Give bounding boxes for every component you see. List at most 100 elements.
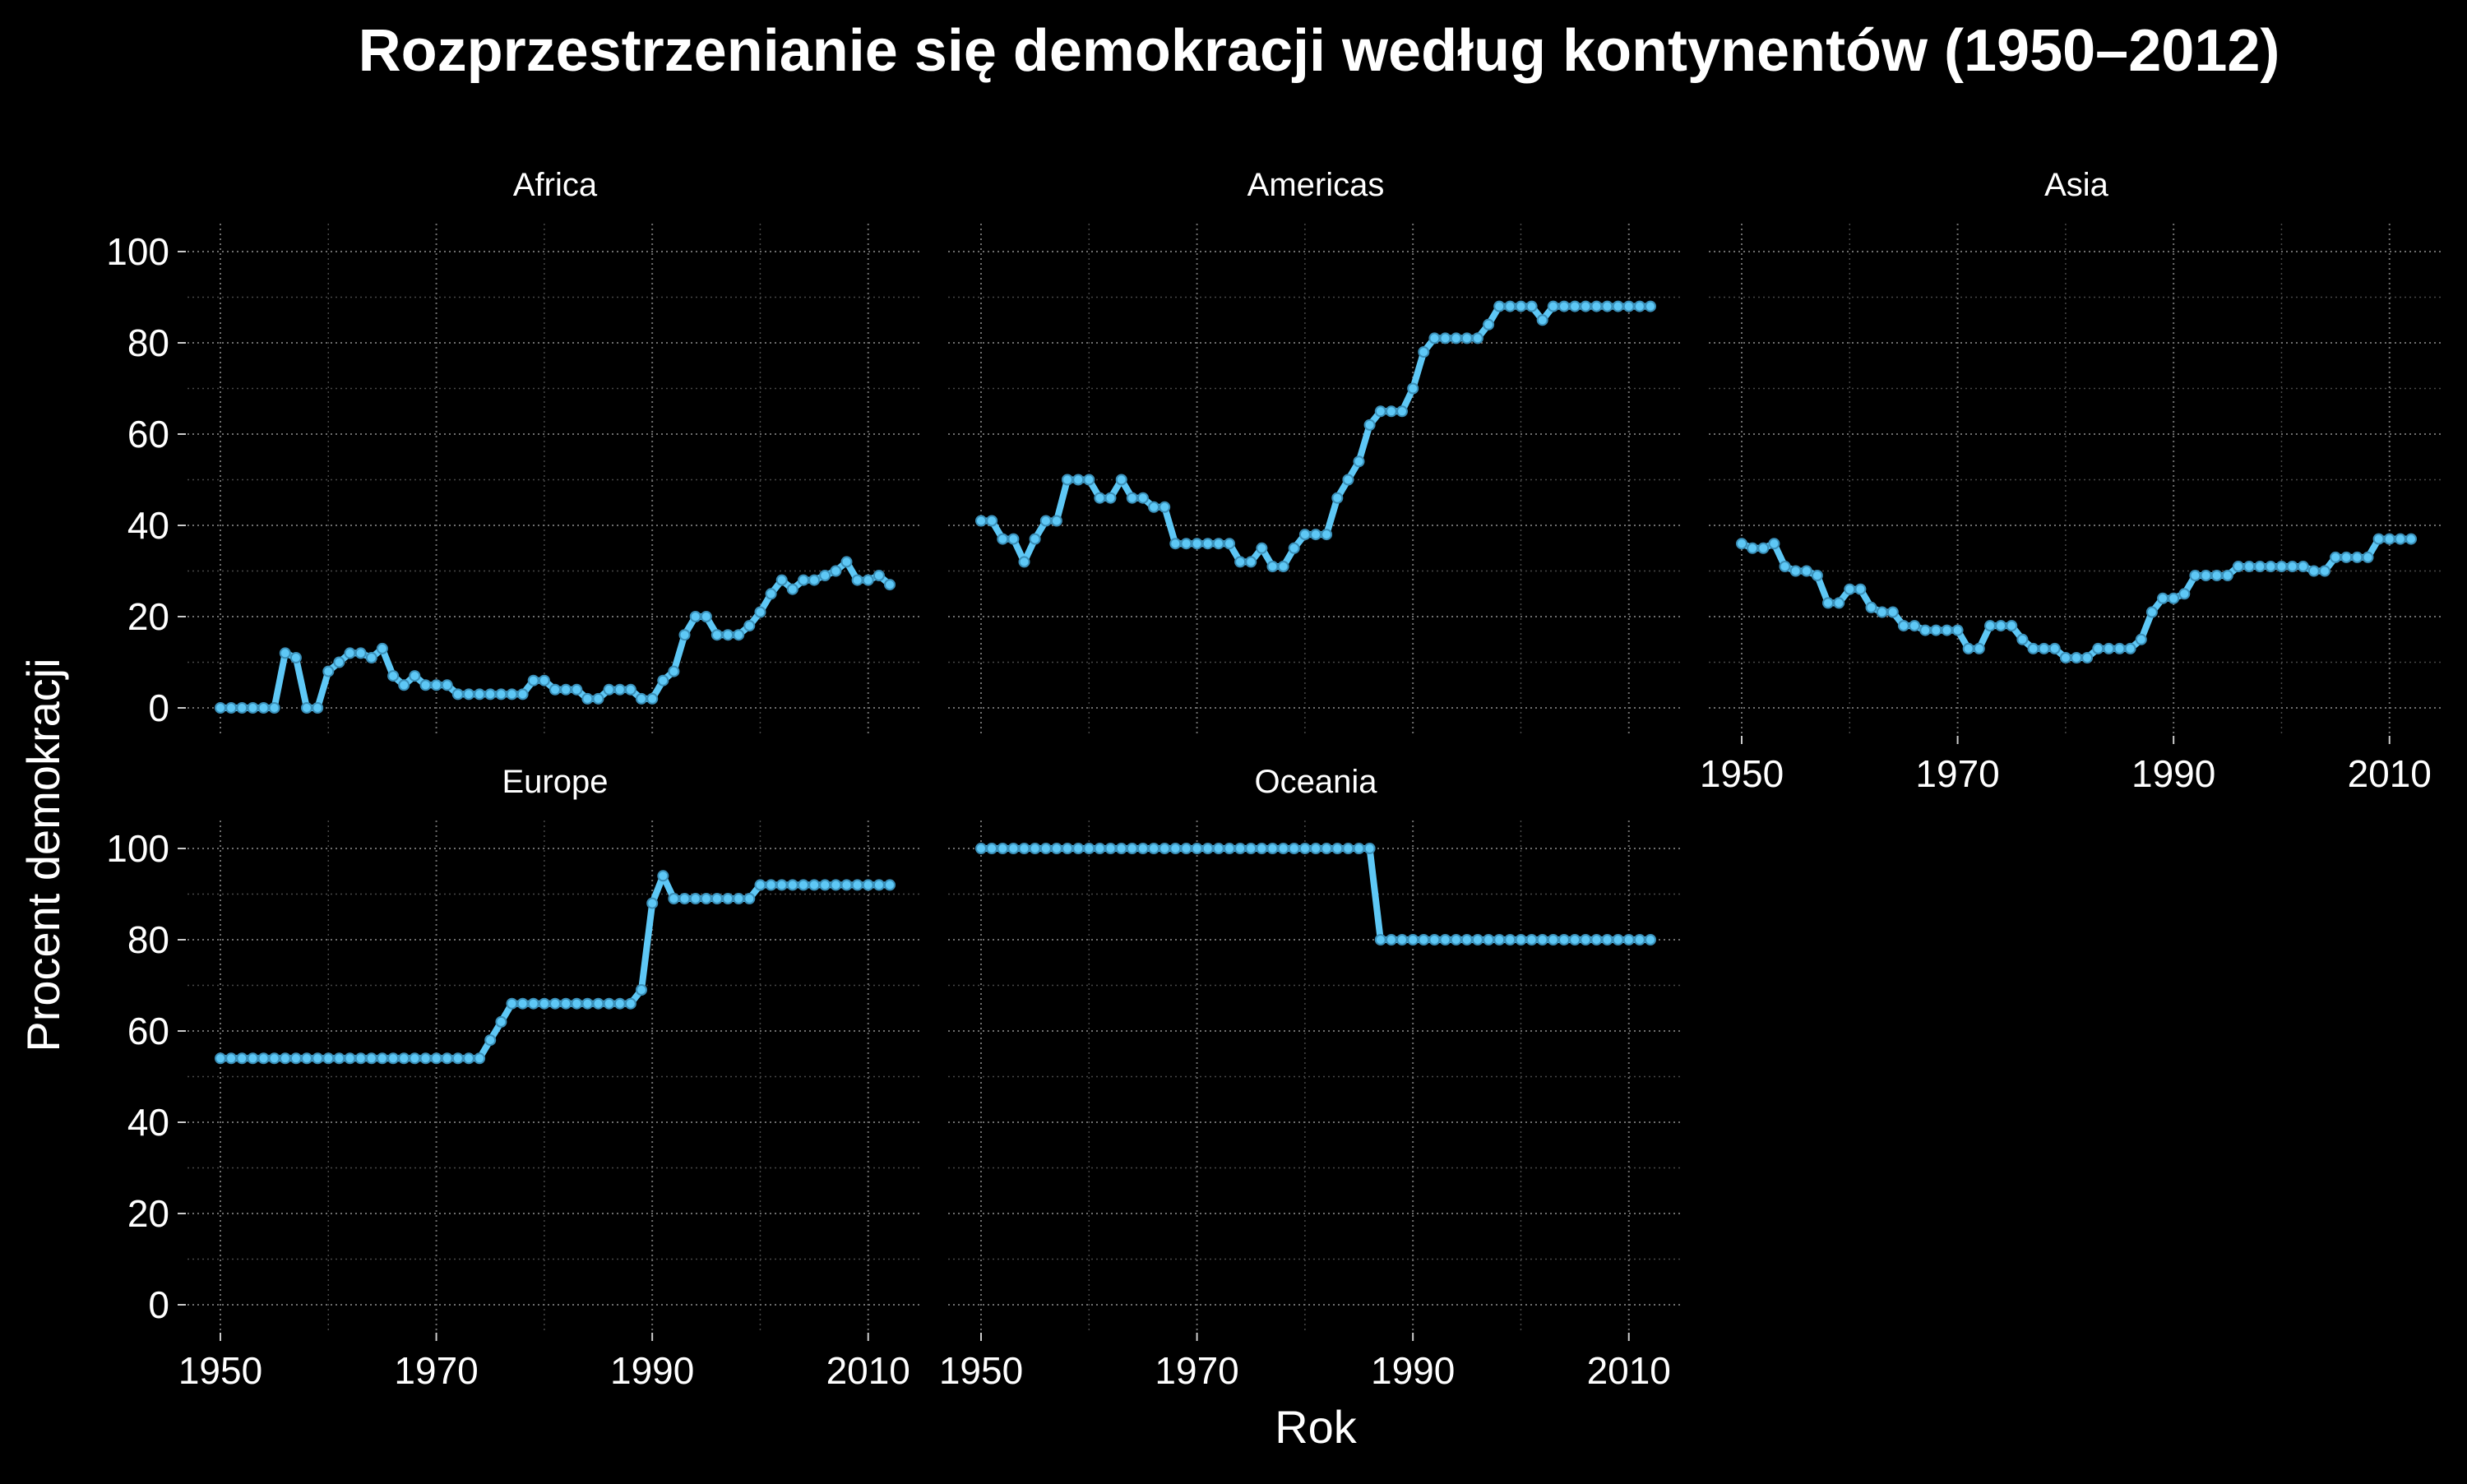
data-point — [344, 647, 356, 659]
x-tick-label: 1970 — [394, 1349, 478, 1392]
data-point — [365, 652, 377, 663]
data-point — [506, 688, 518, 700]
data-point — [1876, 606, 1888, 618]
data-point — [1374, 405, 1386, 418]
data-point — [786, 583, 798, 595]
data-point — [1919, 624, 1932, 636]
data-point — [2027, 642, 2039, 654]
data-point — [1321, 843, 1333, 854]
data-point — [2362, 551, 2374, 563]
data-point — [1951, 624, 1964, 636]
x-tick-label: 1950 — [1700, 752, 1784, 795]
data-point — [516, 997, 529, 1010]
data-point — [743, 893, 756, 904]
data-point — [1115, 474, 1127, 486]
data-point — [2372, 533, 2385, 545]
x-tick-label: 1990 — [610, 1349, 694, 1392]
data-point — [2048, 642, 2061, 654]
facet-label: Americas — [1247, 167, 1385, 203]
data-point — [1471, 332, 1483, 344]
data-point — [1622, 300, 1635, 312]
data-point — [1083, 474, 1095, 486]
data-point — [657, 674, 669, 687]
data-point — [808, 879, 821, 891]
data-point — [474, 1052, 486, 1065]
data-point — [527, 674, 539, 687]
data-point — [344, 1052, 356, 1065]
data-point — [387, 670, 400, 682]
data-point — [1612, 934, 1624, 945]
data-point — [354, 1052, 367, 1065]
data-point — [1747, 542, 1759, 554]
data-point — [830, 879, 842, 891]
x-tick-label: 1970 — [1155, 1349, 1238, 1392]
data-point — [1736, 538, 1747, 550]
facet-label: Africa — [513, 167, 598, 203]
y-axis-label: Procent demokracji — [17, 658, 69, 1052]
data-point — [1800, 565, 1812, 577]
data-point — [1471, 934, 1483, 945]
data-point — [1483, 934, 1495, 945]
data-point — [398, 1052, 410, 1065]
data-point — [678, 893, 691, 904]
data-point — [710, 893, 723, 904]
data-point — [997, 533, 1009, 545]
facet-label: Oceania — [1255, 764, 1378, 800]
data-point — [2157, 592, 2168, 604]
data-point — [2383, 533, 2395, 545]
panel-asia: Asia 1950 1970 1990 2010 — [1700, 167, 2444, 795]
data-point — [1493, 300, 1506, 312]
data-point — [1039, 515, 1052, 527]
data-point — [1224, 843, 1235, 854]
data-point — [646, 897, 659, 909]
data-point — [1757, 542, 1770, 554]
data-point — [722, 629, 734, 641]
data-point — [636, 984, 647, 996]
data-point — [1984, 620, 1996, 632]
x-tick-label: 1950 — [178, 1349, 262, 1392]
data-point — [215, 702, 226, 714]
data-point — [1460, 332, 1473, 344]
data-point — [354, 647, 367, 659]
data-point — [474, 688, 486, 700]
data-point — [1385, 934, 1397, 945]
data-point — [884, 879, 896, 891]
data-point — [1148, 501, 1160, 513]
data-point — [851, 574, 863, 586]
data-point — [2210, 570, 2223, 581]
data-point — [1886, 606, 1899, 618]
data-point — [1558, 300, 1570, 312]
data-point — [689, 893, 701, 904]
data-point — [1245, 843, 1257, 854]
data-point — [743, 620, 756, 632]
y-tick-label: 40 — [127, 1101, 169, 1144]
data-point — [1768, 538, 1780, 550]
data-point — [765, 588, 777, 600]
data-point — [1580, 934, 1592, 945]
data-point — [2113, 642, 2126, 654]
data-point — [819, 879, 831, 891]
data-point — [1083, 843, 1095, 854]
data-point — [1159, 843, 1171, 854]
data-point — [700, 893, 712, 904]
data-point — [1126, 843, 1138, 854]
data-point — [636, 692, 647, 705]
data-point — [1007, 533, 1020, 545]
data-point — [560, 997, 572, 1010]
facet-label: Europe — [502, 764, 609, 800]
data-point — [409, 1052, 421, 1065]
data-point — [2275, 561, 2288, 572]
data-point — [1018, 843, 1030, 854]
data-point — [484, 688, 497, 700]
data-point — [2351, 551, 2363, 563]
data-point — [225, 1052, 238, 1065]
data-point — [376, 1052, 388, 1065]
data-point — [1407, 934, 1419, 945]
data-point — [1363, 418, 1376, 431]
facet-panels: Africa 0 20 40 60 80 100 Americas Asia 1950 1970 19… — [106, 167, 2444, 1392]
data-point — [1298, 529, 1311, 541]
y-tick-label: 20 — [127, 1192, 169, 1235]
panel-americas: Americas — [948, 167, 1683, 734]
data-point — [603, 683, 615, 696]
